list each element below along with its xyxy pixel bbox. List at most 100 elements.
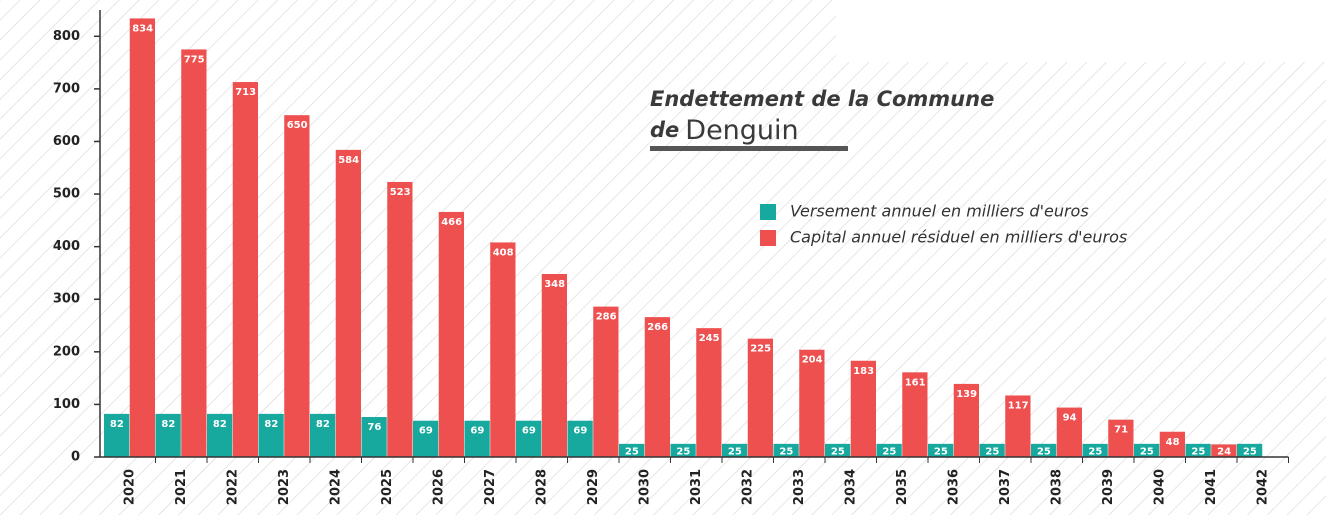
bar: [825, 443, 851, 457]
bar: [181, 49, 207, 458]
bar: [361, 417, 387, 457]
x-tick-label: 2024: [328, 469, 343, 505]
x-tick-label: 2038: [1049, 469, 1064, 505]
value-label: 25: [1088, 446, 1102, 457]
y-tick-label: 600: [53, 134, 80, 149]
bar: [696, 328, 722, 457]
bar: [104, 413, 130, 457]
value-label: 25: [831, 446, 845, 457]
value-label: 69: [522, 426, 536, 437]
x-tick-label: 2041: [1204, 469, 1219, 505]
value-label: 408: [493, 247, 514, 258]
bar: [387, 181, 413, 457]
title-name: Denguin: [685, 115, 798, 146]
value-label: 650: [287, 120, 308, 131]
bar: [1185, 443, 1211, 457]
bar: [722, 443, 748, 457]
value-label: 69: [470, 426, 484, 437]
value-label: 25: [882, 446, 896, 457]
bar: [284, 115, 310, 458]
bar: [928, 443, 954, 457]
value-label: 183: [853, 366, 874, 377]
value-label: 348: [544, 279, 565, 290]
value-label: 245: [699, 333, 720, 344]
bar: [1056, 407, 1082, 457]
legend-swatch: [760, 204, 776, 220]
x-tick-label: 2037: [998, 469, 1013, 505]
value-label: 584: [338, 155, 359, 166]
x-tick-label: 2023: [277, 469, 292, 505]
bar: [644, 317, 670, 457]
value-label: 24: [1217, 447, 1231, 458]
value-label: 82: [161, 419, 175, 430]
value-label: 204: [802, 355, 823, 366]
value-label: 713: [235, 87, 256, 98]
x-tick-label: 2026: [431, 469, 446, 505]
bar: [619, 443, 645, 457]
bar: [1082, 443, 1108, 457]
value-label: 161: [905, 377, 926, 388]
bar: [335, 149, 361, 457]
bar: [1159, 431, 1185, 457]
value-label: 286: [596, 312, 617, 323]
value-label: 25: [934, 446, 948, 457]
value-label: 834: [132, 23, 153, 34]
bar: [541, 273, 567, 457]
y-tick-label: 100: [53, 397, 80, 412]
value-label: 266: [647, 322, 668, 333]
x-tick-label: 2035: [895, 469, 910, 505]
bar: [1005, 395, 1031, 457]
x-tick-label: 2029: [586, 469, 601, 505]
x-tick-label: 2030: [637, 469, 652, 505]
bar: [207, 413, 233, 457]
value-label: 94: [1063, 413, 1077, 424]
bar: [155, 413, 181, 457]
bar: [670, 443, 696, 457]
bar: [953, 383, 979, 457]
y-tick-label: 400: [53, 239, 80, 254]
bar: [464, 420, 490, 457]
value-label: 69: [573, 426, 587, 437]
value-label: 25: [1037, 446, 1051, 457]
bar: [310, 413, 336, 457]
value-label: 25: [985, 446, 999, 457]
bar: [232, 82, 258, 457]
title-underline: [650, 146, 848, 151]
value-label: 69: [419, 426, 433, 437]
value-label: 25: [1191, 446, 1205, 457]
bar: [747, 338, 773, 457]
legend-swatch: [760, 230, 776, 246]
y-tick-label: 200: [53, 344, 80, 359]
x-tick-label: 2039: [1101, 469, 1116, 505]
bar: [1237, 443, 1263, 457]
x-tick-label: 2036: [946, 469, 961, 505]
x-tick-label: 2040: [1152, 469, 1167, 505]
bar: [593, 306, 619, 457]
bar: [129, 18, 155, 457]
bar: [516, 420, 542, 457]
bar: [1211, 444, 1237, 457]
x-tick-label: 2020: [122, 469, 137, 505]
chart-title: Endettement de la Commune: [650, 87, 994, 111]
legend-label: Versement annuel en milliers d'euros: [790, 202, 1089, 221]
value-label: 775: [184, 54, 205, 65]
value-label: 25: [625, 446, 639, 457]
y-tick-label: 500: [53, 187, 80, 202]
bar: [1108, 419, 1134, 457]
bar: [979, 443, 1005, 457]
y-tick-label: 0: [71, 450, 80, 465]
bar: [258, 413, 284, 457]
value-label: 82: [110, 419, 124, 430]
bar: [438, 211, 464, 457]
bar: [413, 420, 439, 457]
title-prefix: de: [650, 118, 679, 142]
value-label: 25: [676, 446, 690, 457]
value-label: 25: [728, 446, 742, 457]
x-tick-label: 2042: [1255, 469, 1270, 505]
legend-label: Capital annuel résiduel en milliers d'eu…: [790, 228, 1127, 247]
x-tick-label: 2028: [534, 469, 549, 505]
bar: [490, 242, 516, 457]
value-label: 82: [316, 419, 330, 430]
